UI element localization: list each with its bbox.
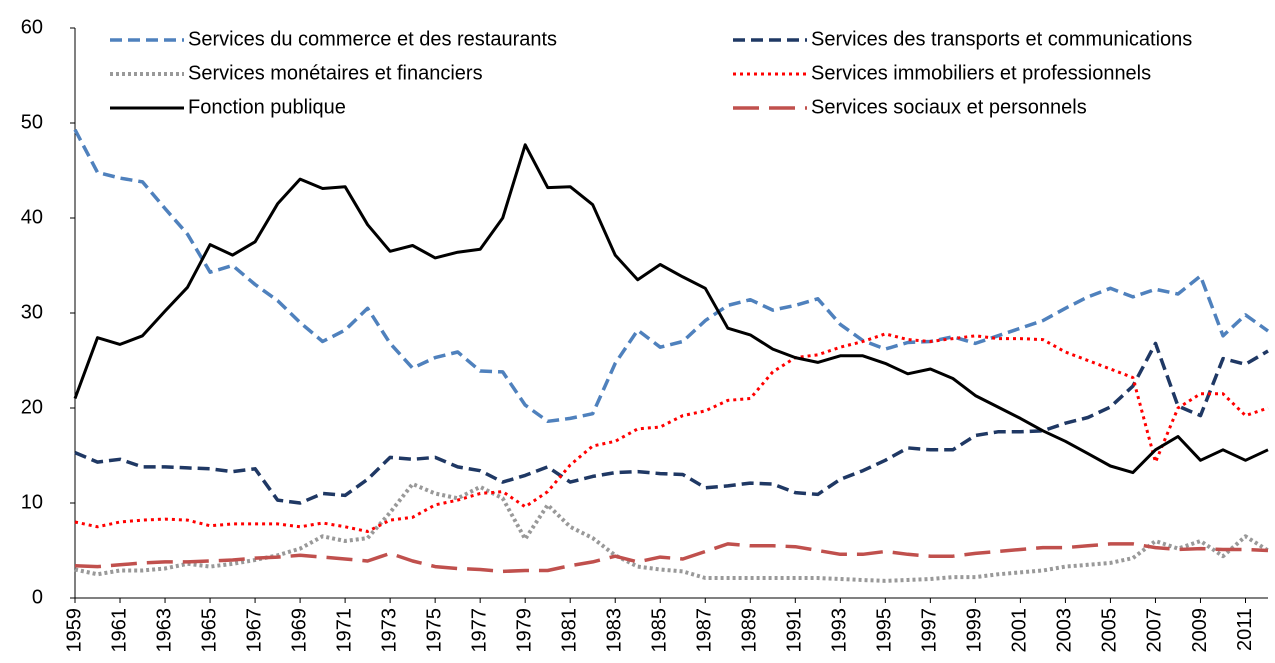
- x-tick-label: 1959: [63, 608, 85, 653]
- x-tick-label: 1961: [108, 608, 130, 653]
- x-tick-label: 1981: [558, 608, 580, 653]
- legend-label: Services sociaux et personnels: [811, 96, 1087, 118]
- x-tick-label: 1999: [964, 608, 986, 653]
- x-tick-label: 1983: [604, 608, 626, 653]
- y-tick-label: 30: [21, 301, 43, 323]
- legend-label: Services du commerce et des restaurants: [188, 28, 557, 50]
- x-tick-label: 2009: [1189, 608, 1211, 653]
- x-tick-label: 2007: [1144, 608, 1166, 653]
- x-tick-label: 1977: [468, 608, 490, 653]
- y-tick-label: 0: [32, 586, 43, 608]
- x-tick-label: 1997: [919, 608, 941, 653]
- x-tick-label: 1993: [829, 608, 851, 653]
- x-tick-label: 2011: [1234, 608, 1256, 651]
- x-tick-label: 1973: [378, 608, 400, 653]
- series-line: [74, 482, 1270, 583]
- series-line: [73, 143, 1269, 475]
- x-tick-label: 2005: [1099, 608, 1121, 653]
- y-tick-label: 50: [21, 111, 43, 133]
- legend-label: Fonction publique: [188, 96, 346, 118]
- x-tick-label: 1985: [649, 608, 671, 653]
- legend-label: Services des transports et communication…: [811, 28, 1192, 50]
- x-tick-label: 1991: [784, 608, 806, 653]
- series-line: [74, 542, 1269, 574]
- series-line: [74, 341, 1269, 505]
- x-tick-label: 1989: [739, 608, 761, 653]
- legend-label: Services immobiliers et professionnels: [811, 62, 1151, 84]
- x-tick-label: 1979: [513, 608, 535, 653]
- y-tick-label: 10: [21, 491, 43, 513]
- x-tick-label: 1975: [423, 608, 445, 653]
- series-line: [73, 128, 1270, 424]
- x-tick-label: 1965: [198, 608, 220, 653]
- y-tick-label: 20: [21, 396, 43, 418]
- x-tick-label: 2001: [1009, 608, 1031, 653]
- series-line: [74, 332, 1269, 533]
- x-tick-label: 1987: [694, 608, 716, 653]
- x-tick-label: 1969: [288, 608, 310, 653]
- y-tick-label: 40: [21, 206, 43, 228]
- x-tick-label: 1967: [243, 608, 265, 653]
- x-tick-label: 1971: [333, 608, 355, 653]
- x-tick-label: 1995: [874, 608, 896, 653]
- y-tick-label: 60: [21, 16, 43, 38]
- legend-label: Services monétaires et financiers: [188, 62, 483, 84]
- x-tick-label: 2003: [1054, 608, 1076, 653]
- x-tick-label: 1963: [153, 608, 175, 653]
